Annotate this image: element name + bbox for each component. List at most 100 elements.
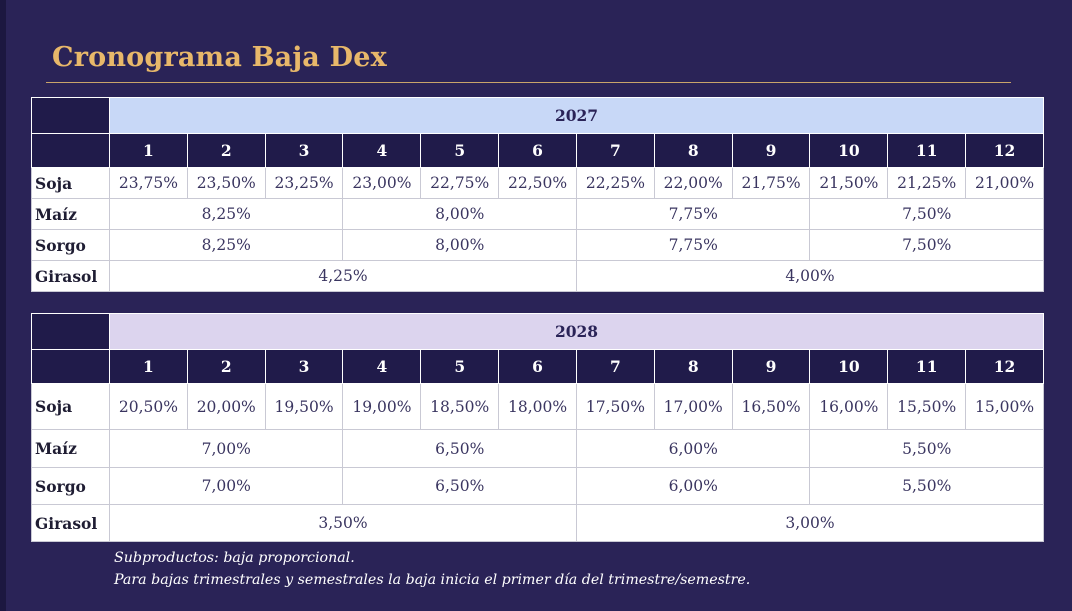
semester-rate-cell: 4,25%	[109, 260, 577, 292]
title-divider	[46, 82, 1011, 83]
rate-cell: 15,00%	[965, 383, 1045, 430]
rate-cell: 18,00%	[498, 383, 577, 430]
crop-label-girasol: Girasol	[31, 260, 110, 292]
semester-rate-cell: 4,00%	[575, 260, 1045, 292]
quarter-rate-cell: 5,50%	[809, 467, 1045, 505]
corner-cell	[31, 133, 110, 168]
month-header: 1	[109, 349, 188, 384]
month-header: 5	[420, 133, 500, 168]
month-header: 4	[342, 349, 422, 384]
rate-cell: 16,50%	[731, 383, 811, 430]
month-header: 3	[264, 133, 344, 168]
left-edge-bar	[0, 0, 6, 611]
rate-cell: 21,00%	[965, 167, 1045, 199]
year-header: 2027	[108, 97, 1045, 134]
rate-cell: 21,50%	[809, 167, 889, 199]
month-header-row: 1 2 3 4 5 6 7 8 9 10 11 12	[31, 133, 1045, 168]
footnotes: Subproductos: baja proporcional. Para ba…	[114, 547, 750, 591]
footnote-line: Para bajas trimestrales y semestrales la…	[114, 572, 751, 588]
rate-cell: 19,50%	[264, 383, 344, 430]
quarter-rate-cell: 7,50%	[809, 229, 1045, 261]
semester-rate-cell: 3,50%	[109, 504, 577, 542]
table-row-girasol: Girasol 4,25% 4,00%	[31, 260, 1045, 292]
rate-cell: 18,50%	[420, 383, 500, 430]
year-header: 2028	[108, 313, 1045, 350]
rate-cell: 22,50%	[498, 167, 577, 199]
table-row-sorgo: Sorgo 7,00% 6,50% 6,00% 5,50%	[31, 467, 1045, 505]
crop-label-maiz: Maíz	[31, 429, 110, 468]
table-row-soja: Soja 20,50% 20,00% 19,50% 19,00% 18,50% …	[31, 383, 1045, 430]
year-row: 2027	[31, 97, 1045, 134]
table-row-sorgo: Sorgo 8,25% 8,00% 7,75% 7,50%	[31, 229, 1045, 261]
month-header: 11	[887, 133, 967, 168]
quarter-rate-cell: 7,75%	[575, 229, 811, 261]
month-header: 8	[653, 133, 733, 168]
semester-rate-cell: 3,00%	[575, 504, 1045, 542]
month-header: 10	[809, 349, 889, 384]
rate-cell: 17,00%	[653, 383, 733, 430]
rate-cell: 23,75%	[109, 167, 188, 199]
rate-cell: 21,75%	[731, 167, 811, 199]
month-header: 1	[109, 133, 188, 168]
crop-label-girasol: Girasol	[31, 504, 110, 542]
month-header: 8	[653, 349, 733, 384]
rate-cell: 19,00%	[342, 383, 422, 430]
table-row-maiz: Maíz 7,00% 6,50% 6,00% 5,50%	[31, 429, 1045, 468]
corner-cell	[31, 97, 110, 134]
month-header: 7	[575, 133, 655, 168]
table-row-soja: Soja 23,75% 23,50% 23,25% 23,00% 22,75% …	[31, 167, 1045, 199]
quarter-rate-cell: 7,00%	[108, 467, 344, 505]
quarter-rate-cell: 7,50%	[809, 198, 1045, 230]
rate-cell: 23,00%	[342, 167, 422, 199]
rate-cell: 22,00%	[653, 167, 733, 199]
quarter-rate-cell: 5,50%	[809, 429, 1045, 468]
month-header-row: 1 2 3 4 5 6 7 8 9 10 11 12	[31, 349, 1045, 384]
year-row: 2028	[31, 313, 1045, 350]
rate-cell: 21,25%	[887, 167, 967, 199]
quarter-rate-cell: 6,00%	[575, 467, 811, 505]
rate-cell: 20,50%	[109, 383, 188, 430]
quarter-rate-cell: 8,00%	[342, 229, 577, 261]
quarter-rate-cell: 8,00%	[342, 198, 577, 230]
month-header: 11	[887, 349, 967, 384]
quarter-rate-cell: 6,50%	[342, 467, 577, 505]
page-title: Cronograma Baja Dex	[52, 42, 387, 73]
rate-cell: 17,50%	[575, 383, 655, 430]
table-row-girasol: Girasol 3,50% 3,00%	[31, 504, 1045, 542]
month-header: 9	[731, 349, 811, 384]
crop-label-soja: Soja	[31, 167, 110, 199]
month-header: 10	[809, 133, 889, 168]
rate-cell: 23,50%	[186, 167, 266, 199]
rate-cell: 15,50%	[887, 383, 967, 430]
footnote-line: Subproductos: baja proporcional.	[114, 550, 355, 566]
month-header: 4	[342, 133, 422, 168]
crop-label-maiz: Maíz	[31, 198, 110, 230]
month-header: 12	[965, 133, 1045, 168]
crop-label-soja: Soja	[31, 383, 110, 430]
quarter-rate-cell: 8,25%	[108, 229, 344, 261]
corner-cell	[31, 313, 110, 350]
rate-cell: 20,00%	[186, 383, 266, 430]
table-row-maiz: Maíz 8,25% 8,00% 7,75% 7,50%	[31, 198, 1045, 230]
month-header: 9	[731, 133, 811, 168]
quarter-rate-cell: 6,00%	[575, 429, 811, 468]
quarter-rate-cell: 6,50%	[342, 429, 577, 468]
quarter-rate-cell: 7,00%	[108, 429, 344, 468]
schedule-table-2027: 2027 1 2 3 4 5 6 7 8 9 10 11 12 Soja 23,…	[31, 97, 1045, 292]
corner-cell	[31, 349, 110, 384]
month-header: 12	[965, 349, 1045, 384]
schedule-table-2028: 2028 1 2 3 4 5 6 7 8 9 10 11 12 Soja 20,…	[31, 313, 1045, 542]
crop-label-sorgo: Sorgo	[31, 467, 110, 505]
rate-cell: 23,25%	[264, 167, 344, 199]
rate-cell: 22,25%	[575, 167, 655, 199]
month-header: 6	[498, 349, 577, 384]
month-header: 7	[575, 349, 655, 384]
month-header: 3	[264, 349, 344, 384]
quarter-rate-cell: 7,75%	[575, 198, 811, 230]
month-header: 5	[420, 349, 500, 384]
month-header: 2	[186, 133, 266, 168]
month-header: 6	[498, 133, 577, 168]
quarter-rate-cell: 8,25%	[108, 198, 344, 230]
month-header: 2	[186, 349, 266, 384]
rate-cell: 22,75%	[420, 167, 500, 199]
